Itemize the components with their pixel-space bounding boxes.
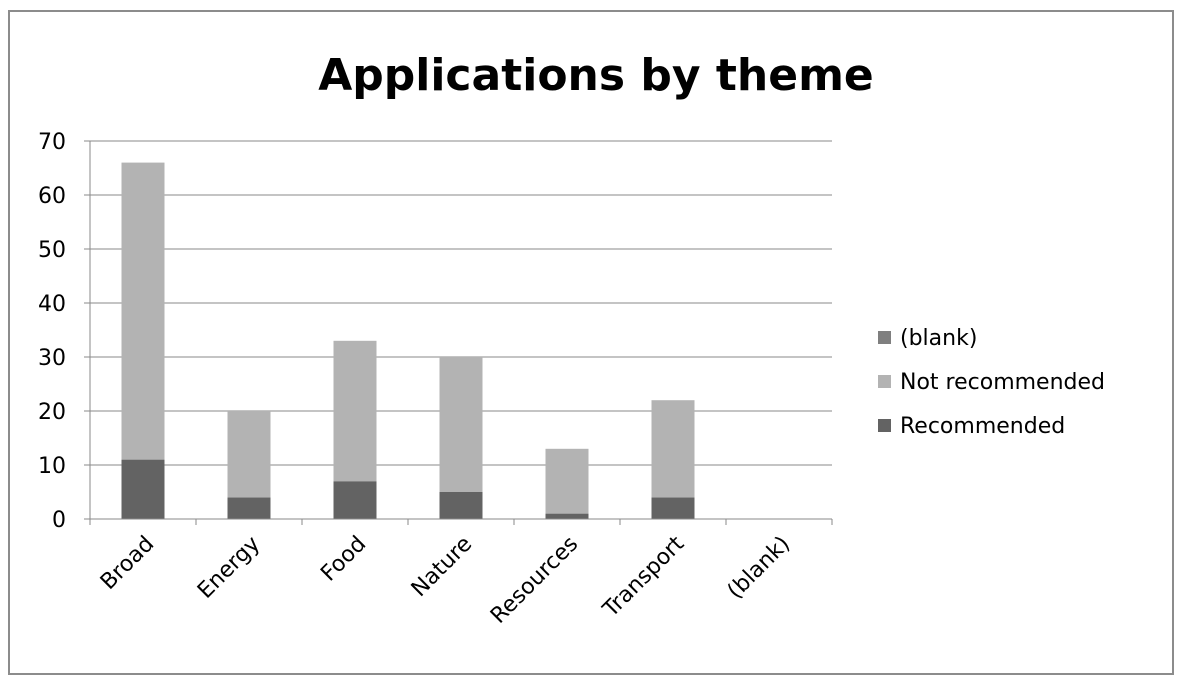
bar-segment [121, 459, 165, 519]
y-tick-label: 70 [38, 130, 66, 155]
chart-frame [8, 10, 1174, 675]
legend-swatch [878, 419, 891, 432]
y-tick-label: 40 [38, 292, 66, 317]
legend-swatch [878, 375, 891, 388]
y-tick-label: 10 [38, 454, 66, 479]
y-tick-label: 30 [38, 346, 66, 371]
bar-segment [439, 357, 483, 492]
x-tick-label: Nature [407, 532, 477, 602]
legend-label: Recommended [900, 414, 1065, 439]
bar-segment [227, 497, 271, 519]
y-tick-label: 60 [38, 184, 66, 209]
y-tick-label: 20 [38, 400, 66, 425]
x-tick-label: Transport [598, 531, 690, 623]
x-tick-label: (blank) [723, 532, 795, 604]
legend-swatch [878, 331, 891, 344]
bar-segment [439, 492, 483, 519]
bar-segment [651, 497, 695, 519]
bar-segment [333, 481, 377, 519]
bar-segment [121, 162, 165, 460]
bar-segment [545, 513, 589, 519]
legend-label: (blank) [900, 326, 977, 351]
legend: (blank) Not recommended Recommended [878, 326, 1105, 439]
x-tick-label: Food [316, 532, 371, 587]
y-tick-label: 50 [38, 238, 66, 263]
bar-segment [333, 340, 377, 482]
x-tick-label: Resources [486, 532, 583, 629]
x-tick-label: Broad [96, 532, 159, 595]
bar-segment [227, 411, 271, 498]
x-tick-label: Energy [193, 532, 265, 604]
bar-segment [545, 448, 589, 514]
gridlines [90, 140, 832, 466]
bars [121, 162, 695, 519]
chart-title: Applications by theme [318, 50, 874, 101]
legend-label: Not recommended [900, 370, 1105, 395]
bar-segment [651, 400, 695, 498]
y-tick-label: 0 [52, 508, 66, 533]
